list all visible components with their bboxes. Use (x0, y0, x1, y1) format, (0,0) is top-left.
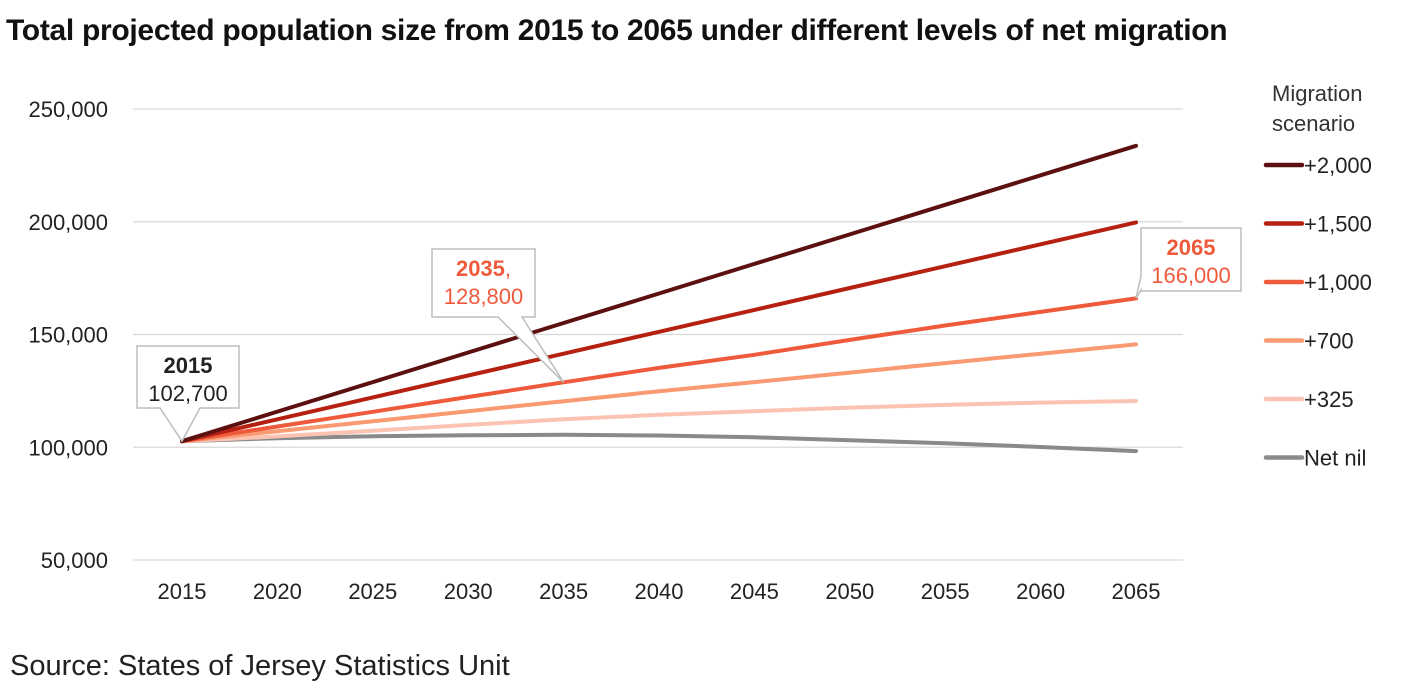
series-lines (180, 143, 1138, 454)
series-line (180, 296, 1138, 444)
x-tick-label: 2050 (825, 579, 874, 604)
callout-box (431, 248, 565, 383)
series-line (180, 399, 1138, 444)
x-tick-label: 2045 (730, 579, 779, 604)
series-line (180, 220, 1138, 444)
x-tick-label: 2055 (921, 579, 970, 604)
annotation-value: 102,700 (148, 381, 228, 406)
x-tick-label: 2065 (1112, 579, 1161, 604)
source-note: Source: States of Jersey Statistics Unit (10, 650, 510, 682)
annotation-year: 2065 (1167, 235, 1216, 260)
legend-label: +2,000 (1304, 153, 1372, 178)
y-axis-ticks: 50,000 100,000 150,000 200,000 250,000 (28, 97, 108, 573)
legend: Migration scenario +2,000 +1,500 +1,000 +700 +… (1263, 81, 1372, 471)
annotation-year: 2015 (164, 353, 213, 378)
callout-box (1135, 227, 1242, 299)
legend-title: scenario (1272, 111, 1355, 136)
x-tick-label: 2015 (158, 579, 207, 604)
series-line (180, 143, 1138, 444)
legend-label: Net nil (1304, 446, 1366, 471)
gridlines (133, 108, 1183, 561)
series-line (180, 432, 1138, 454)
x-tick-label: 2035 (539, 579, 588, 604)
x-tick-label: 2060 (1016, 579, 1065, 604)
legend-label: +1,500 (1304, 212, 1372, 237)
legend-label: +700 (1304, 329, 1354, 354)
legend-label: +325 (1304, 387, 1354, 412)
x-tick-label: 2030 (444, 579, 493, 604)
annotation-year-suffix: , (505, 256, 511, 281)
callout-box (136, 345, 240, 443)
y-tick-label: 100,000 (28, 435, 108, 460)
annotation-value: 128,800 (444, 284, 524, 309)
annotations: 2015 102,700 2035, 128,800 2065 166,000 (136, 227, 1242, 443)
legend-title: Migration (1272, 81, 1362, 106)
y-tick-label: 200,000 (28, 210, 108, 235)
x-tick-label: 2040 (635, 579, 684, 604)
y-tick-label: 50,000 (41, 548, 108, 573)
annotation-value: 166,000 (1151, 263, 1231, 288)
series-line (180, 342, 1138, 444)
annotation-year: 2035, (456, 256, 511, 281)
legend-label: +1,000 (1304, 270, 1372, 295)
x-tick-label: 2025 (348, 579, 397, 604)
x-tick-label: 2020 (253, 579, 302, 604)
y-tick-label: 250,000 (28, 97, 108, 122)
y-tick-label: 150,000 (28, 323, 108, 348)
chart-title: Total projected population size from 201… (6, 14, 1228, 47)
x-axis-ticks: 2015 2020 2025 2030 2035 2040 2045 2050 2055 2060… (158, 579, 1161, 604)
